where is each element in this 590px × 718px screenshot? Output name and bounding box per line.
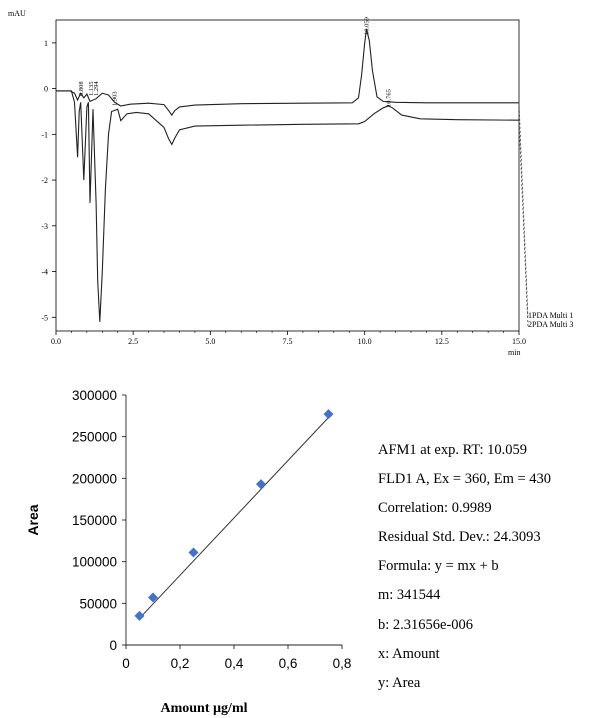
data-point [148,592,158,603]
legend-entry-2: 2PDA Multi 3 [528,320,573,329]
y-tick-label: -2 [41,176,48,185]
peak-label: 10.059 [363,17,370,35]
y-axis-label: Area [25,504,41,535]
peak-label: 0.808 [78,81,85,96]
info-line-x: x: Amount [378,645,440,662]
y-tick-label: 300000 [72,388,117,403]
calibration-chart: 0 50000 100000 150000 200000 250000 300000 0 0,2… [25,388,351,716]
calibration-info-panel: AFM1 at exp. RT: 10.059 FLD1 A, Ex = 360… [378,436,583,698]
y-tick-label: 100000 [72,555,117,570]
x-tick-label: 15.0 [512,337,526,346]
y-tick-label: 1 [44,39,48,48]
y-tick-label: 150000 [72,513,117,528]
peak-label: 1.903 [112,91,119,106]
y-tick-label: 50000 [79,596,117,611]
trend-line [139,417,329,619]
series-2-edge-dash [518,120,529,328]
x-tick-label: 0,4 [225,656,244,671]
y-tick-label: -4 [41,268,48,277]
calibration-fit-line [139,417,329,619]
x-tick-label: 12.5 [435,337,449,346]
x-tick-label: 5.0 [205,337,215,346]
x-tick-label: 7.5 [283,337,293,346]
info-line-residual: Residual Std. Dev.: 24.3093 [378,529,541,546]
data-point [256,479,266,490]
info-line-detector: FLD1 A, Ex = 360, Em = 430 [378,471,552,488]
x-tick-label: 0.0 [51,337,61,346]
info-line-intercept: b: 2.31656e-006 [378,616,474,633]
info-line-retention-time: AFM1 at exp. RT: 10.059 [378,442,528,458]
y-tick-label: -1 [41,130,48,139]
x-tick-label: 0,2 [171,656,190,671]
legend-entry-1: 1PDA Multi 1 [528,311,573,320]
x-tick-label: 0 [122,656,130,671]
y-tick-label: 250000 [72,430,117,445]
data-point [134,610,145,621]
x-tick-label: 0,6 [279,656,298,671]
chromatogram-axes: 0.0 2.5 5.0 7.5 10.0 12.5 15.0 1 0 -1 -2 -3 -4 -5 mAU m… [8,9,526,357]
chromatogram-series-1 [56,28,519,117]
chromatogram-series [56,28,529,328]
x-tick-label: 2.5 [128,337,138,346]
info-line-y: y: Area [378,674,421,691]
y-tick-label: 0 [109,638,117,653]
data-point [188,547,199,558]
y-tick-label: -5 [41,313,48,322]
info-line-slope: m: 341544 [378,587,441,604]
info-line-correlation: Correlation: 0.9989 [378,500,492,517]
peak-label: 1.294 [93,81,100,96]
chromatogram-chart: 0.0 2.5 5.0 7.5 10.0 12.5 15.0 1 0 -1 -2 -3 -4 -5 mAU m… [8,9,573,357]
y-tick-label: 200000 [72,471,117,486]
series-1-edge-dash [518,102,529,319]
y-tick-label: -3 [41,222,48,231]
data-point [323,409,334,420]
x-tick-label: 0,8 [333,656,352,671]
info-line-formula: Formula: y = mx + b [378,558,499,575]
chromatogram-series-2 [56,90,520,322]
calibration-points [134,409,334,621]
peak-label: 1.135 [88,81,95,96]
plot-frame [55,19,520,332]
x-tick-label: 10.0 [358,337,372,346]
calibration-axes: 0 50000 100000 150000 200000 250000 300000 0 0,2… [25,388,351,716]
x-axis-label: min [508,348,520,357]
x-axis-label: Amount µg/ml [160,701,247,716]
y-tick-label: 0 [44,85,48,94]
y-axis-label: mAU [8,9,26,18]
peak-label: 10.765 [385,89,392,107]
